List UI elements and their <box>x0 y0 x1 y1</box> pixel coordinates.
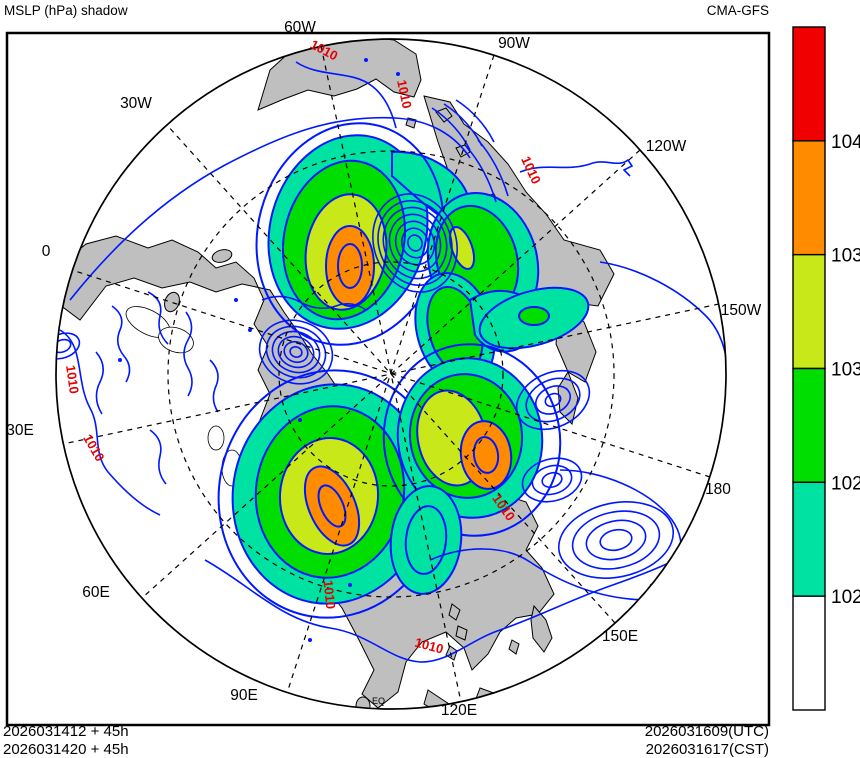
meridian-label-0: 0 <box>42 243 51 260</box>
contour-label-1010-1: 1010 <box>394 78 415 109</box>
colorbar-segment-1040 <box>792 26 826 142</box>
model-name: CMA-GFS <box>707 3 769 18</box>
contour-label-1010-3: 1010 <box>63 364 82 395</box>
meridian-label-30W: 30W <box>120 95 152 112</box>
map-boundary <box>55 38 727 710</box>
meridian-labels: 60W 90W 120W 150W 180 150E 120E 90E 60E 30E 0 30W <box>6 19 761 719</box>
footer-init-cst: 2026031420 + 45h <box>3 741 129 758</box>
meridian-label-150W: 150W <box>721 302 762 319</box>
footer-valid-cst: 2026031617(CST) <box>646 741 769 758</box>
colorbar-segment-1030 <box>792 253 826 370</box>
meridian-label-120W: 120W <box>646 138 687 155</box>
colorbar-tick-1025: 1025 <box>831 473 860 494</box>
meridian-label-180: 180 <box>705 481 731 498</box>
pressure-contours <box>56 61 726 663</box>
colorbar-tick-1040: 1040 <box>831 132 860 153</box>
footer-init-utc: 2026031412 + 45h <box>3 723 129 740</box>
colorbar-tick-1035: 1035 <box>831 246 860 267</box>
footer-valid-utc: 2026031609(UTC) <box>645 723 769 740</box>
colorbar-segment-1035 <box>792 140 826 256</box>
colorbar-tick-1030: 1030 <box>831 360 860 381</box>
map-content <box>56 39 726 709</box>
colorbar-segment-1025 <box>792 367 826 484</box>
equator-label: EQ <box>372 696 385 706</box>
graticule <box>62 45 720 703</box>
meridian-label-120E: 120E <box>441 702 477 719</box>
colorbar-segment-min <box>792 595 826 711</box>
pressure-fills <box>217 122 590 619</box>
colorbar: 1040 1035 1030 1025 1020 <box>792 26 860 711</box>
contour-label-1010-7: 1010 <box>413 635 445 657</box>
meridian-label-90E: 90E <box>230 687 258 704</box>
meridian-label-90W: 90W <box>498 35 530 52</box>
meridian-label-60W: 60W <box>284 19 316 36</box>
meridian-label-30E: 30E <box>6 422 34 439</box>
contour-label-1010-5: 1010 <box>321 579 339 609</box>
colorbar-segment-1020 <box>792 481 826 597</box>
page-title: MSLP (hPa) shadow <box>4 3 128 18</box>
meridian-label-150E: 150E <box>602 628 638 645</box>
colorbar-tick-1020: 1020 <box>831 587 860 608</box>
meridian-label-60E: 60E <box>82 584 110 601</box>
lake-dots <box>118 58 400 642</box>
